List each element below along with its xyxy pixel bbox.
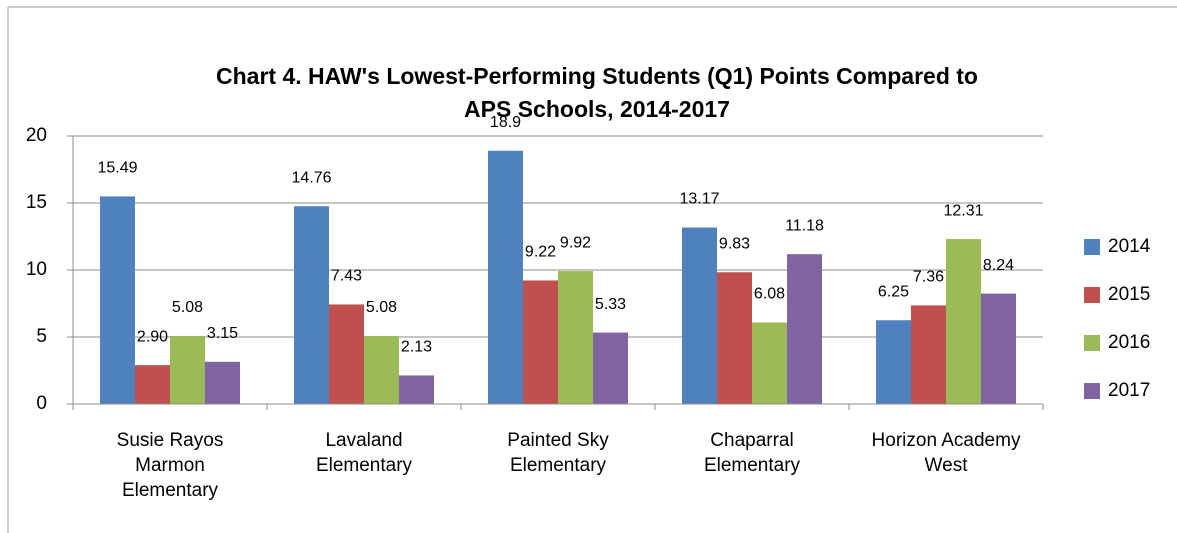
bar xyxy=(100,196,135,404)
value-label: 3.15 xyxy=(207,325,238,342)
bar xyxy=(946,239,981,404)
legend-label: 2017 xyxy=(1108,380,1150,401)
legend-swatch xyxy=(1084,239,1100,255)
value-label: 15.49 xyxy=(97,160,137,177)
bar xyxy=(752,322,787,404)
value-label: 2.90 xyxy=(137,328,168,345)
y-tick-label: 5 xyxy=(36,326,47,347)
y-tick-label: 15 xyxy=(26,192,47,213)
value-label: 8.24 xyxy=(983,257,1014,274)
bar xyxy=(170,335,205,404)
legend-swatch xyxy=(1084,335,1100,351)
bar xyxy=(399,375,434,404)
value-label: 11.18 xyxy=(785,217,824,234)
y-tick-label: 10 xyxy=(26,259,47,280)
value-label: 9.83 xyxy=(719,235,750,252)
y-tick-label: 20 xyxy=(26,125,47,146)
chart-title: Chart 4. HAW's Lowest-Performing Student… xyxy=(216,63,978,122)
legend-swatch xyxy=(1084,383,1100,399)
x-tick-label: Horizon Academy West xyxy=(871,430,1021,476)
value-label: 12.31 xyxy=(943,202,983,219)
value-label: 5.33 xyxy=(595,296,626,313)
bar xyxy=(488,150,523,404)
bar xyxy=(364,335,399,404)
bar xyxy=(135,365,170,404)
y-tick-label: 0 xyxy=(36,393,47,414)
bar xyxy=(523,280,558,404)
legend-label: 2014 xyxy=(1108,236,1151,257)
x-tick-label: Lavaland Elementary xyxy=(315,430,413,476)
bar xyxy=(329,304,364,404)
legend-label: 2016 xyxy=(1108,332,1150,353)
value-label: 5.08 xyxy=(366,299,397,316)
bar xyxy=(717,272,752,404)
bar xyxy=(682,227,717,404)
value-label: 5.08 xyxy=(172,299,203,316)
value-label: 9.92 xyxy=(560,234,591,251)
bar xyxy=(294,206,329,404)
x-tick-label: Chaparral Elementary xyxy=(703,430,801,476)
bar xyxy=(787,254,822,404)
value-label: 7.43 xyxy=(331,268,362,285)
x-tick-label: Susie Rayos Marmon Elementary xyxy=(116,430,224,501)
value-label: 6.25 xyxy=(878,283,909,300)
legend-label: 2015 xyxy=(1108,284,1150,305)
bar xyxy=(205,361,240,404)
bar xyxy=(981,293,1016,404)
x-tick-label: Painted Sky Elementary xyxy=(507,430,609,476)
legend-swatch xyxy=(1084,287,1100,303)
bar xyxy=(593,332,628,404)
bar xyxy=(876,320,911,404)
bar xyxy=(911,305,946,404)
value-label: 14.76 xyxy=(291,169,331,186)
value-label: 18.9 xyxy=(490,114,521,131)
value-label: 7.36 xyxy=(913,269,944,286)
value-label: 6.08 xyxy=(754,286,785,303)
value-label: 13.17 xyxy=(679,191,719,208)
value-label: 2.13 xyxy=(401,339,432,356)
value-label: 9.22 xyxy=(525,244,556,261)
bar xyxy=(558,271,593,404)
